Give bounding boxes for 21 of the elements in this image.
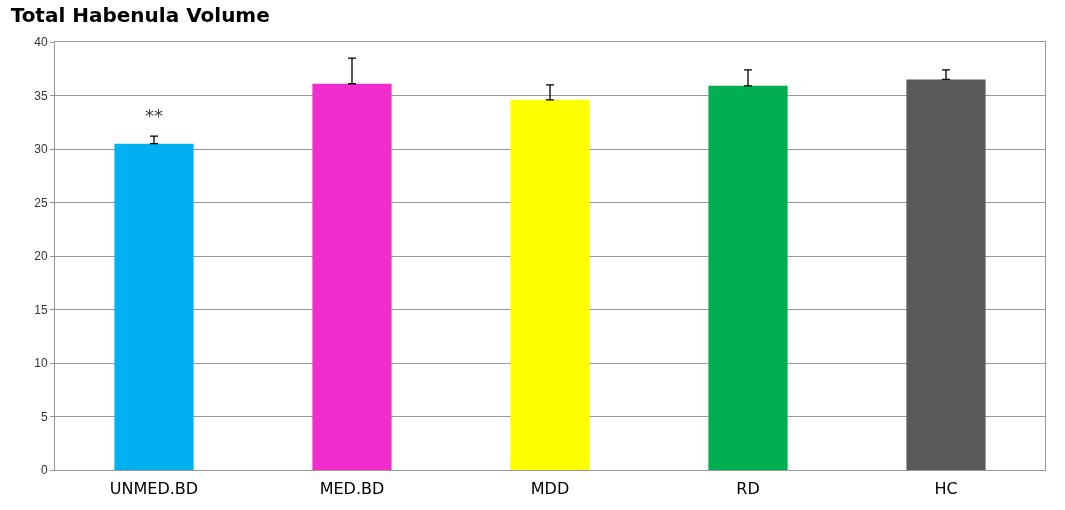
y-tick-label: 5 [40,409,48,424]
y-tick-label: 40 [34,35,48,50]
bar [312,83,392,470]
bar [510,99,590,470]
y-tick-label: 0 [40,463,48,478]
bar [114,143,194,470]
x-tick-label: UNMED.BD [109,479,199,499]
annotation: ** [145,105,163,126]
y-tick-label: 10 [34,356,48,371]
y-tick-label: 15 [34,302,48,317]
chart-title: Total Habenula Volume [10,2,270,27]
x-tick-label: MED.BD [319,479,385,499]
bar [708,85,788,470]
y-tick-label: 20 [34,249,48,264]
x-tick-label: MDD [530,479,570,499]
x-tick-label: HC [934,479,958,499]
y-tick-label: 30 [34,142,48,157]
x-tick-label: RD [736,479,760,499]
y-tick-label: 35 [34,88,48,103]
bar [906,79,986,470]
y-tick-label: 25 [34,195,48,210]
